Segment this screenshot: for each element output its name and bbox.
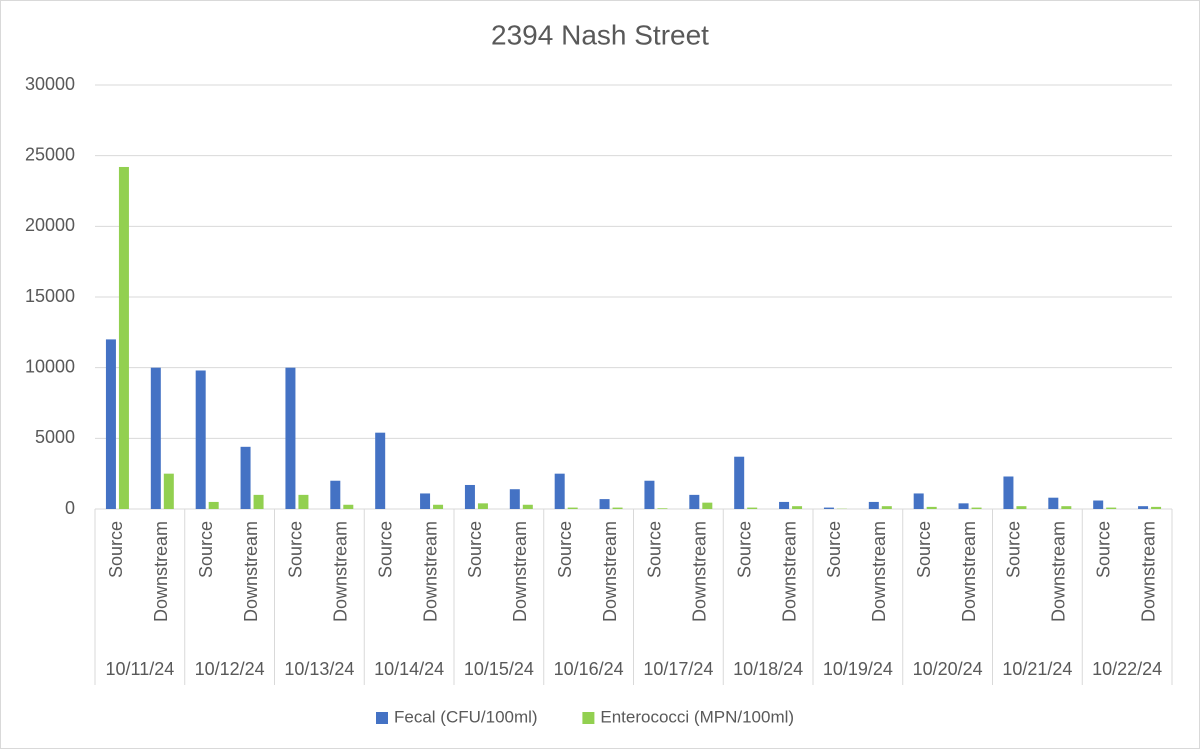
- bar: [958, 503, 969, 509]
- group-label: 10/15/24: [464, 659, 534, 679]
- group-label: 10/12/24: [195, 659, 265, 679]
- x-tick-label: Source: [555, 521, 575, 578]
- bar: [1093, 500, 1104, 509]
- bar: [734, 456, 745, 509]
- bar: [330, 480, 341, 509]
- x-tick-label: Downstream: [690, 521, 710, 622]
- bar: [195, 370, 206, 509]
- bar: [1061, 506, 1072, 509]
- bar: [644, 480, 655, 509]
- group-label: 10/20/24: [913, 659, 983, 679]
- x-tick-label: Source: [824, 521, 844, 578]
- y-tick-label: 30000: [25, 74, 75, 94]
- bar: [464, 484, 475, 509]
- bar: [599, 499, 610, 509]
- y-tick-label: 5000: [35, 427, 75, 447]
- bar: [1106, 507, 1117, 509]
- legend-label: Enterococci (MPN/100ml): [600, 707, 794, 726]
- bar: [779, 501, 790, 509]
- bar: [105, 339, 116, 509]
- bar: [881, 506, 892, 509]
- bar: [253, 494, 264, 509]
- bar: [747, 507, 758, 509]
- x-tick-label: Source: [914, 521, 934, 578]
- legend-label: Fecal (CFU/100ml): [394, 707, 538, 726]
- bar: [298, 494, 309, 509]
- x-tick-label: Downstream: [1049, 521, 1069, 622]
- x-tick-label: Source: [375, 521, 395, 578]
- x-tick-label: Downstream: [600, 521, 620, 622]
- bar: [375, 432, 386, 509]
- x-tick-label: Source: [1004, 521, 1024, 578]
- bar: [509, 489, 520, 509]
- bar: [702, 502, 713, 509]
- x-tick-label: Source: [734, 521, 754, 578]
- bar: [163, 473, 174, 509]
- x-tick-label: Source: [465, 521, 485, 578]
- x-tick-label: Downstream: [420, 521, 440, 622]
- bar: [792, 506, 803, 509]
- legend-swatch: [376, 712, 388, 724]
- bar: [118, 166, 129, 509]
- y-tick-label: 0: [65, 498, 75, 518]
- bar: [1003, 476, 1014, 509]
- bar: [1016, 506, 1027, 509]
- bar: [689, 494, 700, 509]
- bar: [150, 367, 161, 509]
- group-label: 10/16/24: [554, 659, 624, 679]
- x-tick-label: Downstream: [779, 521, 799, 622]
- group-label: 10/14/24: [374, 659, 444, 679]
- bar: [567, 507, 578, 509]
- group-label: 10/21/24: [1002, 659, 1072, 679]
- bar: [433, 504, 444, 509]
- bar: [208, 501, 219, 509]
- x-tick-label: Downstream: [1138, 521, 1158, 622]
- x-tick-label: Downstream: [959, 521, 979, 622]
- bar: [926, 506, 937, 509]
- bar: [240, 446, 251, 509]
- bar: [913, 493, 924, 509]
- x-tick-label: Source: [286, 521, 306, 578]
- bar: [1048, 497, 1059, 509]
- bar: [823, 507, 834, 509]
- bar: [1138, 506, 1149, 509]
- bar: [522, 504, 533, 509]
- x-tick-label: Source: [1093, 521, 1113, 578]
- bar: [1151, 506, 1162, 509]
- bar: [477, 503, 488, 509]
- bar: [971, 507, 982, 509]
- bar: [612, 507, 623, 509]
- bar: [868, 501, 879, 509]
- bar: [420, 493, 431, 509]
- bar: [554, 473, 565, 509]
- group-label: 10/13/24: [284, 659, 354, 679]
- bar: [285, 367, 296, 509]
- y-tick-label: 20000: [25, 215, 75, 235]
- bar: [657, 508, 668, 509]
- x-tick-label: Source: [196, 521, 216, 578]
- x-tick-label: Downstream: [331, 521, 351, 622]
- y-tick-label: 10000: [25, 356, 75, 376]
- group-label: 10/17/24: [643, 659, 713, 679]
- bar: [343, 504, 354, 509]
- group-label: 10/22/24: [1092, 659, 1162, 679]
- group-label: 10/11/24: [106, 659, 175, 679]
- x-tick-label: Downstream: [869, 521, 889, 622]
- x-tick-label: Downstream: [151, 521, 171, 622]
- chart-title: 2394 Nash Street: [491, 19, 709, 50]
- x-tick-label: Source: [645, 521, 665, 578]
- group-label: 10/19/24: [823, 659, 893, 679]
- y-tick-label: 25000: [25, 144, 75, 164]
- x-tick-label: Downstream: [241, 521, 261, 622]
- x-tick-label: Downstream: [510, 521, 530, 622]
- y-tick-label: 15000: [25, 286, 75, 306]
- legend-swatch: [582, 712, 595, 724]
- group-label: 10/18/24: [733, 659, 803, 679]
- x-tick-label: Source: [106, 521, 126, 578]
